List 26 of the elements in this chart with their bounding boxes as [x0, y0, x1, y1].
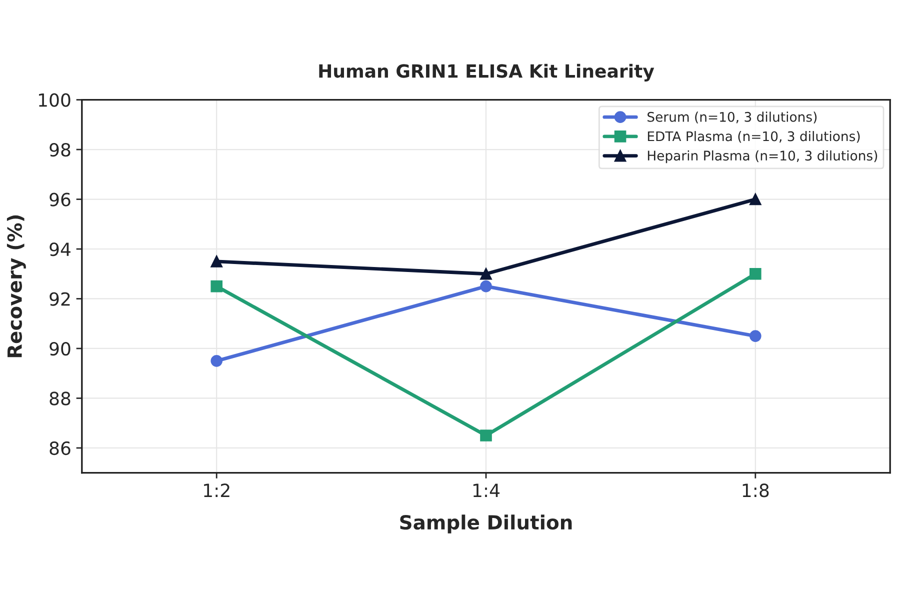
chart-title: Human GRIN1 ELISA Kit Linearity: [319, 64, 654, 82]
x-axis-title: Sample Dilution: [400, 514, 572, 534]
y-tick-label: 100: [39, 93, 70, 107]
y-tick-label: 90: [50, 342, 70, 356]
y-tick-label: 86: [50, 441, 70, 456]
point: [480, 280, 492, 292]
y-tick-label: 94: [50, 242, 70, 256]
point: [210, 280, 223, 292]
point: [749, 268, 762, 280]
y-tick-label: 96: [50, 192, 70, 206]
point: [210, 256, 223, 268]
legend-label: Heparin Plasma (n=10, 3 dilutions): [648, 150, 878, 164]
legend-label: Serum (n=10, 3 dilutions): [648, 112, 817, 124]
point: [210, 355, 223, 367]
y-tick-label: 92: [50, 292, 70, 306]
x-tick-label: 1:8: [742, 484, 769, 498]
point: [749, 193, 762, 206]
y-tick-label: 98: [50, 142, 70, 157]
legend-label: EDTA Plasma (n=10, 3 dilutions): [648, 131, 860, 143]
point: [749, 330, 762, 342]
x-tick-label: 1:2: [204, 484, 230, 497]
y-tick-label: 88: [50, 392, 70, 406]
x-tick-label: 1:4: [473, 484, 500, 497]
point: [480, 268, 492, 280]
point: [480, 430, 492, 442]
y-axis-title: Recovery (%): [6, 215, 26, 358]
